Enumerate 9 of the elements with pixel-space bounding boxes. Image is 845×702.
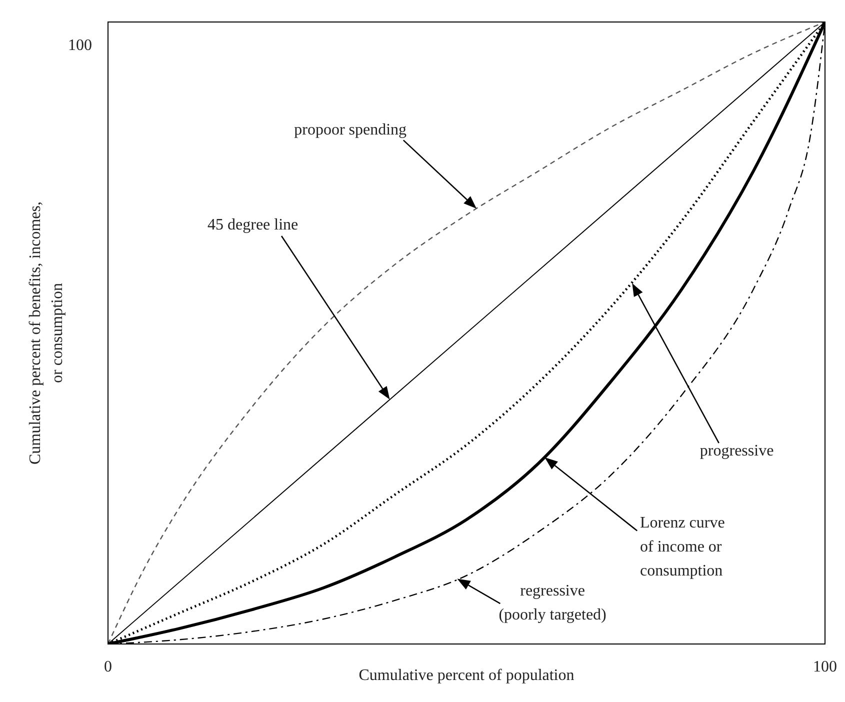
annotation: progressive xyxy=(700,442,774,460)
annotation: Lorenz curve of income or consumption xyxy=(640,514,725,580)
annotation: 45 degree line xyxy=(208,216,298,234)
x-axis-title: Cumulative percent of population xyxy=(358,667,574,684)
y-axis-title: Cumulative percent of benefits, incomes, or consumption xyxy=(27,201,66,465)
x-tick-label: 0 xyxy=(104,658,112,676)
annotation: propoor spending xyxy=(294,122,407,139)
annotation: regressive (poorly targeted) xyxy=(498,582,606,624)
text: 100 xyxy=(68,37,92,54)
